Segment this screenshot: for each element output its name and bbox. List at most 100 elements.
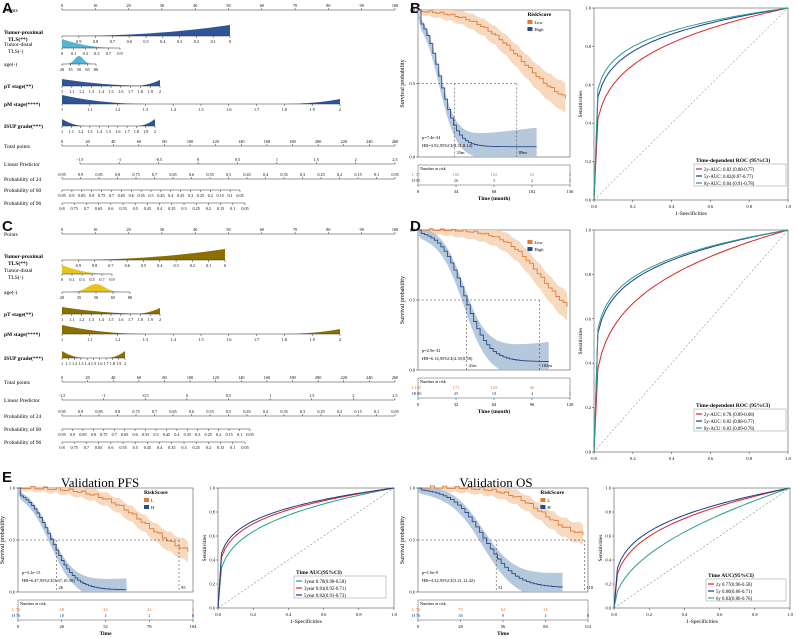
nomogram-tick-label: 0.4 [168,193,174,198]
km-median-label: 110 [587,585,594,590]
km-ylabel: Survival probability [400,516,406,564]
nomogram-tick-label: 100 [187,139,193,144]
risk-table-cell: 95 [416,178,421,183]
nomogram-tick-label: 20 [127,3,131,8]
roc-ytick-label: 0.2 [605,582,611,587]
risk-table-cell: 2 [148,613,150,618]
km-xtick-label: 96 [530,402,535,407]
roc-legend-title: Time AUC(95%CI) [296,569,342,576]
nomogram-tick-label: 0.7 [109,193,114,198]
km-plot-e-pfs: 26 95 0.0 0.5 1.0 Survival probability p=3.2e-… [0,478,197,637]
nomogram-tick-label: 30 [160,3,164,8]
nomogram-row-label: Total points [4,380,30,386]
nomogram-tick-label: 0.5 [235,157,240,162]
nomogram-density [62,56,96,64]
nomogram-tick-label: 0.35 [280,409,287,414]
nomogram-tick-label: 0.75 [100,432,107,437]
nomogram-tick-label: 1.5 [106,129,111,134]
nomogram-tick-label: -1.5 [77,157,84,162]
roc-xtick-label: 0.0 [215,612,221,617]
km-legend-label: High [534,27,544,32]
risk-table-cell: 76 [16,613,21,618]
nomogram-tick-label: 80 [94,67,98,72]
nomogram-tick-label: 1.2 [115,107,120,112]
km-ylabel: Survival probability [400,276,406,324]
nomogram-tick-label: 0.45 [144,206,151,210]
nomogram-tick-label: 0.25 [317,172,324,177]
risk-table-cell: 1 [569,391,571,396]
roc-curve-2 [613,487,791,609]
km-xtick-label: 112 [585,624,592,629]
nomogram-tick-label: 100 [392,227,398,232]
nomogram-tick-label: 20 [127,227,131,232]
roc-curve-3 [613,487,791,609]
nomogram-tick-label: 1.6 [118,89,123,94]
nomogram-tick-label: 0.5 [153,432,158,437]
risk-table-cell: 0 [192,613,195,618]
nomogram-density [62,307,160,314]
nomogram-tick-label: 1.1 [69,317,74,322]
risk-table-cell: 68 [60,607,65,612]
nomogram-tick-label: 1 [61,361,63,366]
nomogram-tick-label: 0.8 [91,432,96,437]
risk-table-cell: L [412,607,415,612]
nomogram-tick-label: 1 [61,337,63,342]
nomogram-tick-label: 0.15 [354,409,361,414]
risk-table-cell: 18 [492,391,497,396]
nomogram-tick-label: 1.7 [103,361,108,366]
nomogram-tick-label: 35 [77,295,81,300]
nomogram-tick-label: 0.95 [58,409,65,414]
risk-table-cell: 102 [491,172,498,177]
km-ytick-label: 1.0 [9,486,15,491]
km-xlabel: Time (month) [478,408,511,415]
risk-table-cell: 22 [147,607,152,612]
roc-xtick-label: 0.4 [286,612,292,617]
nomogram-density [280,99,340,104]
km-legend-label: L [151,498,154,503]
nomogram-tick-label: 0.1 [374,409,379,414]
nomogram-tick-label: 0.55 [206,409,213,414]
roc-plot-b: 0.0 0.2 0.4 0.6 0.8 1.0 0.0 0.2 0.4 0.6 0.8 1.0 1-Sp… [578,6,792,216]
nomogram-tick-label: 50 [94,295,98,300]
nomogram-tick-label: 80 [326,3,330,8]
risk-table-cell: 105 [415,385,423,390]
km-ytick-label: 1.0 [409,8,415,13]
risk-table-cell: 3 [493,178,496,183]
panel-letter-e: E [2,469,13,486]
roc-ytick-label: 0.8 [585,44,591,49]
nomogram-tick-label: 0.25 [205,432,212,437]
nomogram-row-label: pM stage(****) [4,331,40,338]
nomogram-row-label: pT stage(**) [4,83,33,90]
nomogram-tick-label: 0.75 [132,409,139,414]
nomogram-tick-label: 1.6 [97,361,102,366]
nomogram-tick-label: 0.9 [69,193,74,198]
km-xlabel: Time [99,631,112,637]
nomogram-tick-label: 0.6 [108,206,113,210]
nomogram-tick-label: 2 [124,361,126,366]
km-legend-label: H [151,505,155,510]
nomogram-tick-label: 0.7 [99,277,104,282]
nomogram-tick-label: 0.6 [189,172,194,177]
km-legend-label: L [547,498,550,503]
nomogram-tick-label: 0.5 [133,445,138,450]
risk-table-cell: 18 [60,613,65,618]
panel-letter-d: D [410,218,421,235]
nomogram-tick-label: 0.25 [197,193,204,198]
nomogram-tick-label: 0.2 [194,39,199,44]
nomogram-tick-label: 2 [339,337,341,342]
nomogram-tick-label: 0.4 [157,445,163,450]
risk-table-cell: L [12,607,15,612]
nomogram-tick-label: 1.5 [198,337,203,342]
roc-ytick-label: 0.4 [605,558,611,563]
roc-xtick-label: 0.2 [630,204,636,209]
km-xtick-label: 68 [492,189,497,194]
km-median-label: 89m [519,150,528,155]
risk-table-cell: 129 [491,385,499,390]
km-legend-label: Low [534,20,543,25]
nomogram-density [62,284,130,292]
nomogram-tick-label: 0.4 [157,263,163,268]
nomogram-density [62,249,225,260]
nomogram-tick-label: 0.3 [79,277,84,282]
nomogram-tick-label: 0 [61,3,63,8]
nomogram-tick-label: 0.45 [243,409,250,414]
